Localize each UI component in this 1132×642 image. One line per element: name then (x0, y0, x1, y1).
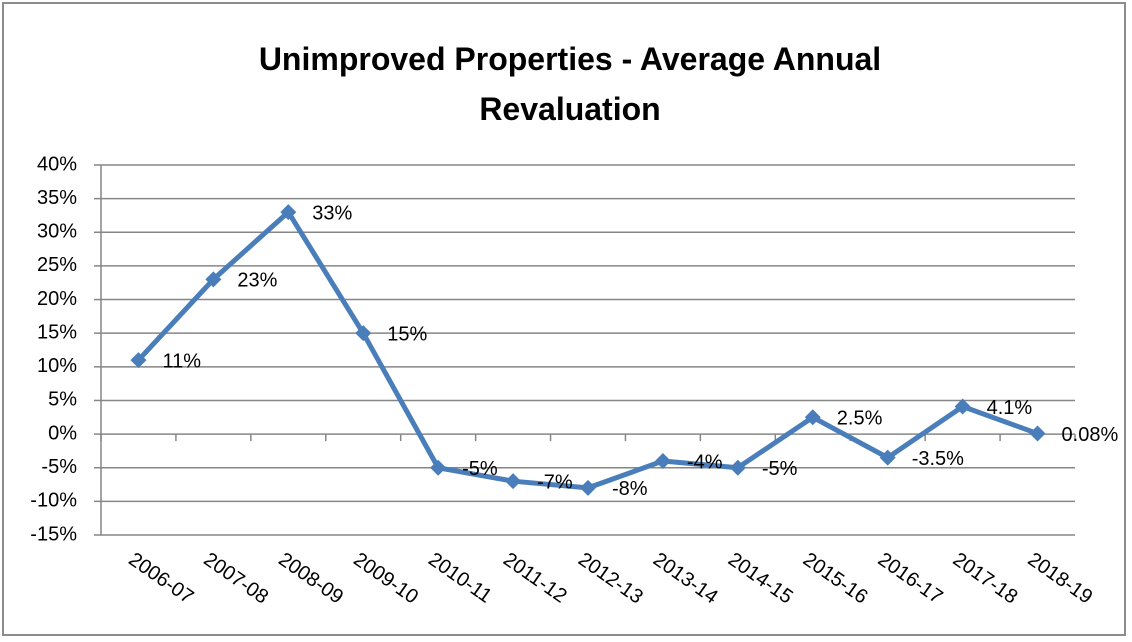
x-tick-label: 2018-19 (1024, 548, 1097, 608)
y-tick-label: 40% (37, 153, 77, 175)
data-marker (954, 398, 971, 415)
y-tick-label: 25% (37, 254, 77, 276)
x-tick-label: 2013-14 (649, 548, 722, 608)
data-label: 0.08% (1062, 424, 1119, 446)
y-tick-label: 30% (37, 221, 77, 243)
x-tick-label: 2006-07 (125, 548, 198, 608)
data-label: 4.1% (987, 397, 1033, 419)
data-marker (729, 459, 746, 476)
data-label: -5% (762, 458, 798, 480)
data-label: -8% (612, 478, 648, 500)
y-tick-label: 15% (37, 321, 77, 343)
y-tick-label: -10% (30, 490, 77, 512)
data-marker (654, 453, 671, 469)
y-tick-label: 0% (48, 422, 77, 444)
data-label: 33% (312, 202, 352, 224)
x-tick-label: 2014-15 (724, 548, 797, 608)
data-marker (355, 325, 372, 342)
x-tick-label: 2011-12 (499, 548, 571, 607)
y-tick-label: 20% (37, 288, 77, 310)
data-marker (130, 352, 147, 369)
data-marker (430, 459, 447, 476)
y-tick-label: -15% (30, 523, 77, 545)
data-marker (205, 271, 222, 288)
data-marker (804, 409, 821, 426)
data-marker (879, 449, 896, 466)
data-label: 23% (237, 270, 277, 292)
x-tick-label: 2008-09 (274, 548, 347, 608)
y-tick-label: -5% (41, 456, 77, 478)
x-tick-label: 2015-16 (799, 548, 872, 608)
x-tick-label: 2016-17 (874, 548, 947, 608)
data-marker (1029, 425, 1046, 442)
x-tick-label: 2009-10 (349, 548, 422, 608)
data-marker (280, 204, 297, 221)
data-label: 11% (162, 350, 201, 372)
data-label: -7% (537, 471, 573, 493)
data-label: 2.5% (837, 408, 883, 430)
y-tick-label: 5% (48, 389, 77, 411)
y-tick-label: 35% (37, 187, 77, 209)
data-marker (580, 479, 596, 496)
data-label: 15% (387, 323, 427, 345)
data-label: -3.5% (912, 448, 964, 470)
x-tick-label: 2017-18 (949, 548, 1022, 608)
data-marker (505, 473, 522, 490)
x-tick-label: 2010-11 (424, 548, 496, 607)
data-label: -4% (687, 451, 723, 473)
x-tick-label: 2012-13 (574, 548, 647, 608)
data-line (136, 209, 1039, 491)
y-tick-label: 10% (37, 355, 77, 377)
data-label: -5% (462, 458, 498, 480)
chart-title: Unimproved Properties - Average Annual R… (258, 41, 882, 127)
x-tick-label: 2007-08 (199, 548, 272, 608)
